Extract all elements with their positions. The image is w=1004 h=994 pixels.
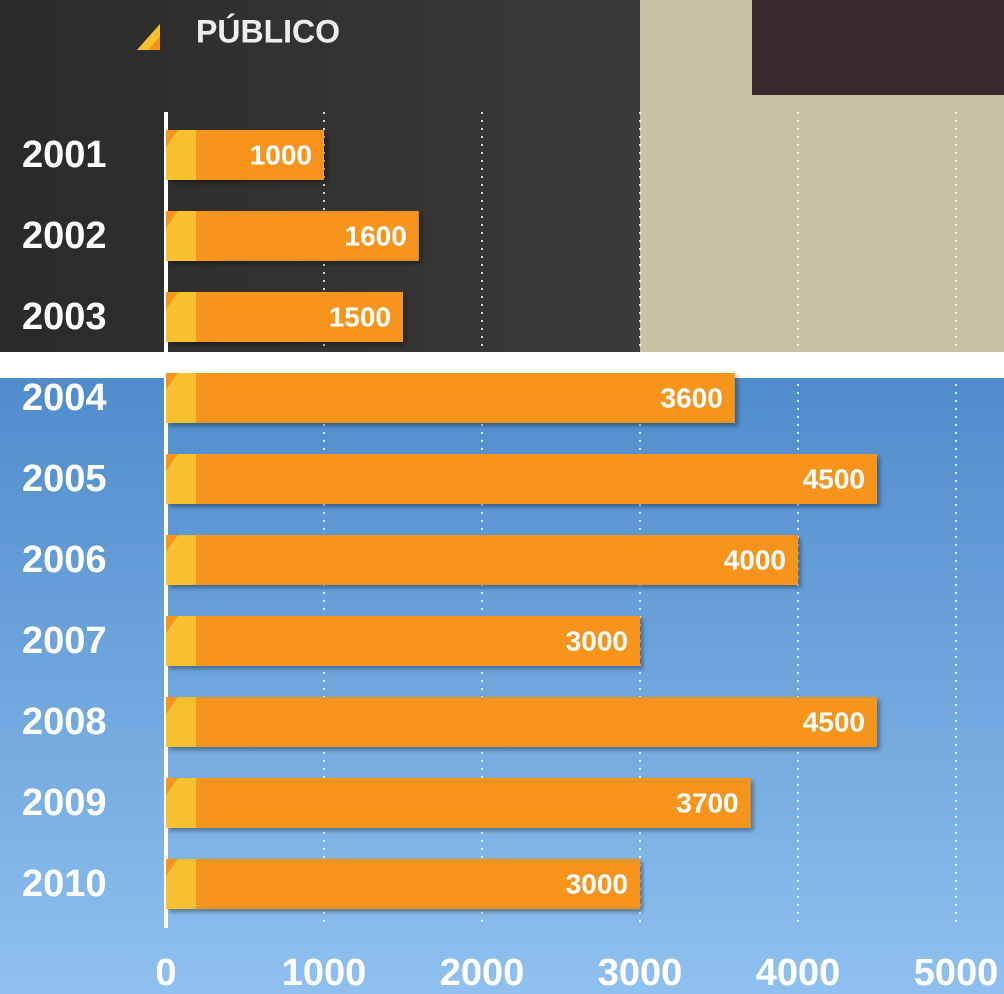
bar-group: [166, 373, 735, 423]
y-tick-label: 2009: [22, 782, 107, 824]
bar-cap: [166, 454, 196, 504]
bar-group: [166, 697, 877, 747]
bar-group: [166, 292, 403, 342]
bar: [166, 535, 798, 585]
bar-cap: [166, 373, 196, 423]
bar: [166, 292, 403, 342]
y-tick-label: 2007: [22, 620, 107, 662]
bar: [166, 859, 640, 909]
x-tick-label: 5000: [914, 952, 999, 994]
x-tick-label: 2000: [440, 952, 525, 994]
y-tick-label: 2008: [22, 701, 107, 743]
bar-cap: [166, 535, 196, 585]
y-tick-label: 2001: [22, 134, 107, 176]
bar: [166, 211, 419, 261]
value-label: 4500: [803, 706, 865, 737]
y-tick-label: 2003: [22, 296, 107, 338]
bar-cap: [166, 292, 196, 342]
bar-cap: [166, 130, 196, 180]
legend-icon-accent: [137, 24, 160, 50]
value-label: 3000: [566, 868, 628, 899]
bar-group: [166, 211, 419, 261]
photo-window: [752, 0, 1004, 95]
bar-group: [166, 778, 751, 828]
bar-cap: [166, 859, 196, 909]
bar-cap: [166, 778, 196, 828]
x-tick-label: 0: [155, 952, 176, 994]
bar-cap: [166, 697, 196, 747]
value-label: 1000: [250, 139, 312, 170]
y-tick-label: 2005: [22, 458, 107, 500]
value-label: 3000: [566, 625, 628, 656]
x-tick-label: 3000: [598, 952, 683, 994]
y-tick-label: 2006: [22, 539, 107, 581]
bar-cap: [166, 211, 196, 261]
bar: [166, 697, 877, 747]
bar-cap: [166, 616, 196, 666]
bar: [166, 616, 640, 666]
y-tick-label: 2004: [22, 377, 107, 419]
bar: [166, 373, 735, 423]
bar: [166, 778, 751, 828]
x-tick-label: 1000: [282, 952, 367, 994]
value-label: 3600: [661, 382, 723, 413]
value-label: 4000: [724, 544, 786, 575]
y-tick-label: 2010: [22, 863, 107, 905]
bar-group: [166, 616, 640, 666]
bar: [166, 454, 877, 504]
legend-label: PÚBLICO: [196, 13, 340, 49]
value-label: 4500: [803, 463, 865, 494]
value-label: 3700: [676, 787, 738, 818]
y-tick-label: 2002: [22, 215, 107, 257]
bar-group: [166, 454, 877, 504]
bar-group: [166, 859, 640, 909]
bar-group: [166, 130, 324, 180]
bar-group: [166, 535, 798, 585]
value-label: 1600: [345, 220, 407, 251]
value-label: 1500: [329, 301, 391, 332]
x-tick-label: 4000: [756, 952, 841, 994]
